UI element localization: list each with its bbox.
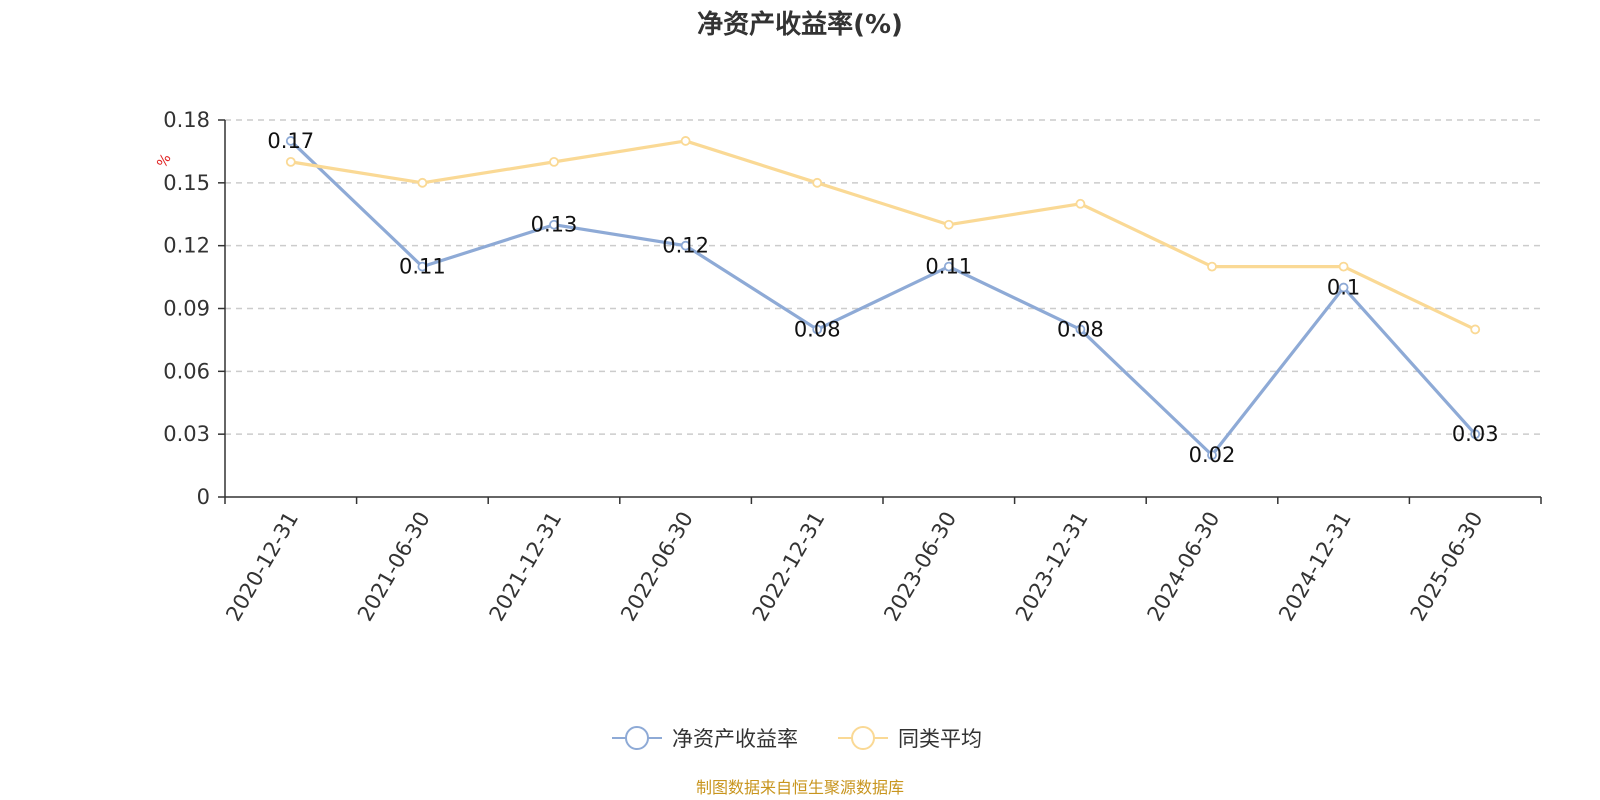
series-line — [289, 139, 1477, 457]
data-point — [285, 156, 296, 167]
axes — [218, 119, 1542, 504]
legend-label: 净资产收益率 — [672, 727, 798, 751]
data-point — [680, 136, 691, 146]
data-point — [417, 177, 428, 188]
y-tick-label: 0.15 — [163, 171, 210, 195]
series-line — [290, 139, 1476, 331]
data-point — [1338, 282, 1349, 293]
data-point — [1338, 261, 1349, 272]
data-point — [812, 324, 823, 335]
data-point — [1207, 450, 1217, 461]
data-point — [1470, 429, 1481, 440]
data-point — [1207, 261, 1217, 272]
x-tick-labels: 2020-12-31 2021-06-30 2021-12-31 2022-06-30… — [221, 508, 1487, 626]
data-point — [417, 261, 428, 272]
data-point — [680, 240, 691, 251]
data-labels: 0.17 0.11 0.13 0.12 0.08 0.11 0.08 0.02 0.1 0.03 — [267, 129, 1498, 467]
x-tick-label: 2022-12-31 — [748, 508, 830, 626]
x-tick-label: 2023-06-30 — [879, 508, 961, 626]
legend-marker — [625, 726, 649, 750]
chart-title: 净资产收益率(%) — [697, 9, 903, 40]
y-tick-labels: 0 0.03 0.06 0.09 0.12 0.15 0.18 — [163, 108, 210, 509]
data-point — [549, 156, 559, 167]
data-point — [943, 261, 954, 272]
y-axis-unit: % — [154, 151, 175, 171]
x-tick-label: 2022-06-30 — [616, 508, 698, 626]
x-tick-label: 2025-06-30 — [1406, 508, 1488, 626]
data-label: 0.11 — [925, 255, 972, 279]
data-label: 0.11 — [399, 255, 446, 279]
legend-label: 同类平均 — [898, 727, 982, 751]
data-label: 0.17 — [267, 129, 314, 153]
data-point — [812, 177, 823, 188]
data-point — [1075, 324, 1086, 335]
y-tick-label: 0.03 — [163, 422, 210, 446]
data-label: 0.08 — [1057, 317, 1104, 341]
data-point — [1075, 198, 1086, 209]
x-tick-label: 2021-06-30 — [353, 508, 435, 626]
x-tick-label: 2021-12-31 — [485, 508, 567, 626]
data-label: 0.12 — [662, 234, 709, 258]
y-tick-label: 0.12 — [163, 234, 210, 258]
data-point — [285, 136, 296, 146]
y-tick-label: 0.09 — [163, 297, 210, 321]
legend: 净资产收益率 同类平均 — [612, 726, 982, 751]
x-tick-label: 2020-12-31 — [221, 508, 303, 626]
data-point — [943, 219, 954, 230]
y-tick-label: 0.18 — [163, 108, 210, 132]
source-note: 制图数据来自恒生聚源数据库 — [696, 778, 904, 797]
data-point — [1470, 324, 1481, 335]
data-label: 0.08 — [794, 317, 841, 341]
y-tick-label: 0.06 — [163, 359, 210, 383]
data-label: 0.13 — [531, 213, 578, 237]
y-tick-label: 0 — [197, 485, 210, 509]
x-tick-label: 2024-06-30 — [1143, 508, 1225, 626]
data-label: 0.03 — [1452, 422, 1499, 446]
legend-marker — [851, 726, 875, 750]
x-tick-label: 2023-12-31 — [1011, 508, 1093, 626]
data-point — [549, 219, 559, 230]
x-tick-label: 2024-12-31 — [1274, 508, 1356, 626]
data-label: 0.1 — [1327, 276, 1360, 300]
data-label: 0.02 — [1189, 443, 1236, 467]
series-group — [285, 136, 1481, 461]
